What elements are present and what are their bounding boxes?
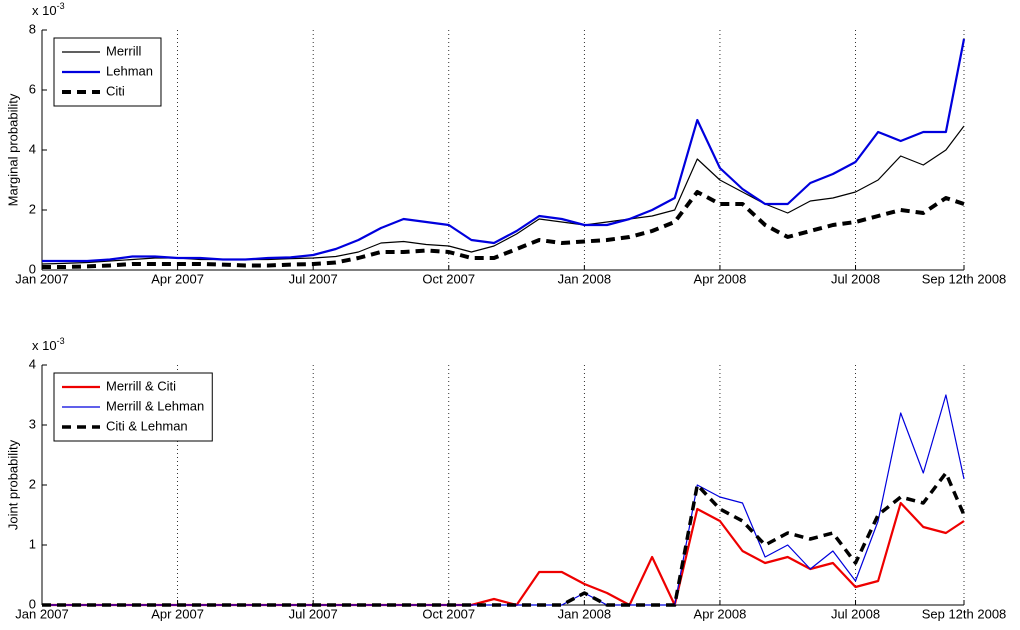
legend-label: Merrill (106, 43, 141, 58)
y-tick-label: 6 (29, 81, 36, 96)
series-line (41, 125, 965, 265)
series-line (42, 501, 965, 607)
y-scale-label: x 10-3 (32, 336, 65, 353)
x-tick-label: Apr 2007 (151, 271, 204, 286)
x-tick-label: Jan 2008 (558, 271, 612, 286)
legend: Merrill Lehman Citi (53, 37, 162, 107)
scale-base: x 10 (32, 338, 57, 353)
legend: Merrill & Citi Merrill & Lehman Citi & Leh… (53, 372, 213, 442)
y-tick-label: 4 (29, 141, 36, 156)
x-tick-label: Jul 2007 (289, 606, 338, 621)
x-tick-label: Sep 12th 2008 (922, 606, 1007, 621)
x-tick-label: Jan 2008 (558, 606, 612, 621)
y-tick-label: 2 (29, 201, 36, 216)
y-tick-label: 2 (29, 476, 36, 491)
x-tick-label: Jul 2008 (831, 606, 880, 621)
series-line (42, 471, 966, 607)
y-axis-label: Marginal probability (5, 93, 20, 206)
y-tick-label: 4 (29, 356, 36, 371)
x-tick-label: Jan 2007 (15, 271, 69, 286)
x-tick-label: Apr 2007 (151, 606, 204, 621)
series-line (42, 190, 965, 269)
legend-label: Merrill & Lehman (106, 398, 204, 413)
y-scale-label: x 10-3 (32, 1, 65, 18)
legend-label: Merrill & Citi (106, 378, 176, 393)
legend-label: Citi (106, 83, 125, 98)
scale-exponent: -3 (57, 336, 65, 346)
y-tick-label: 0 (29, 261, 36, 276)
y-axis-label: Joint probability (5, 439, 20, 530)
y-tick-label: 1 (29, 536, 36, 551)
x-tick-label: Oct 2007 (422, 606, 475, 621)
subplot: Jan 2007 Apr 2007 Jul 2007 Oct 2007 Jan 2008… (5, 1, 1006, 286)
y-tick-label: 3 (29, 416, 36, 431)
scale-base: x 10 (32, 3, 57, 18)
series-line (42, 38, 966, 263)
subplot: Jan 2007 Apr 2007 Jul 2007 Oct 2007 Jan 2008… (5, 336, 1006, 621)
x-tick-label: Apr 2008 (694, 271, 747, 286)
x-tick-label: Sep 12th 2008 (922, 271, 1007, 286)
x-tick-label: Jul 2007 (289, 271, 338, 286)
y-tick-label: 8 (29, 21, 36, 36)
x-tick-label: Apr 2008 (694, 606, 747, 621)
legend-label: Lehman (106, 63, 153, 78)
x-tick-label: Jan 2007 (15, 606, 69, 621)
x-tick-label: Oct 2007 (422, 271, 475, 286)
x-tick-label: Jul 2008 (831, 271, 880, 286)
scale-exponent: -3 (57, 1, 65, 11)
y-tick-label: 0 (29, 596, 36, 611)
legend-label: Citi & Lehman (106, 418, 188, 433)
